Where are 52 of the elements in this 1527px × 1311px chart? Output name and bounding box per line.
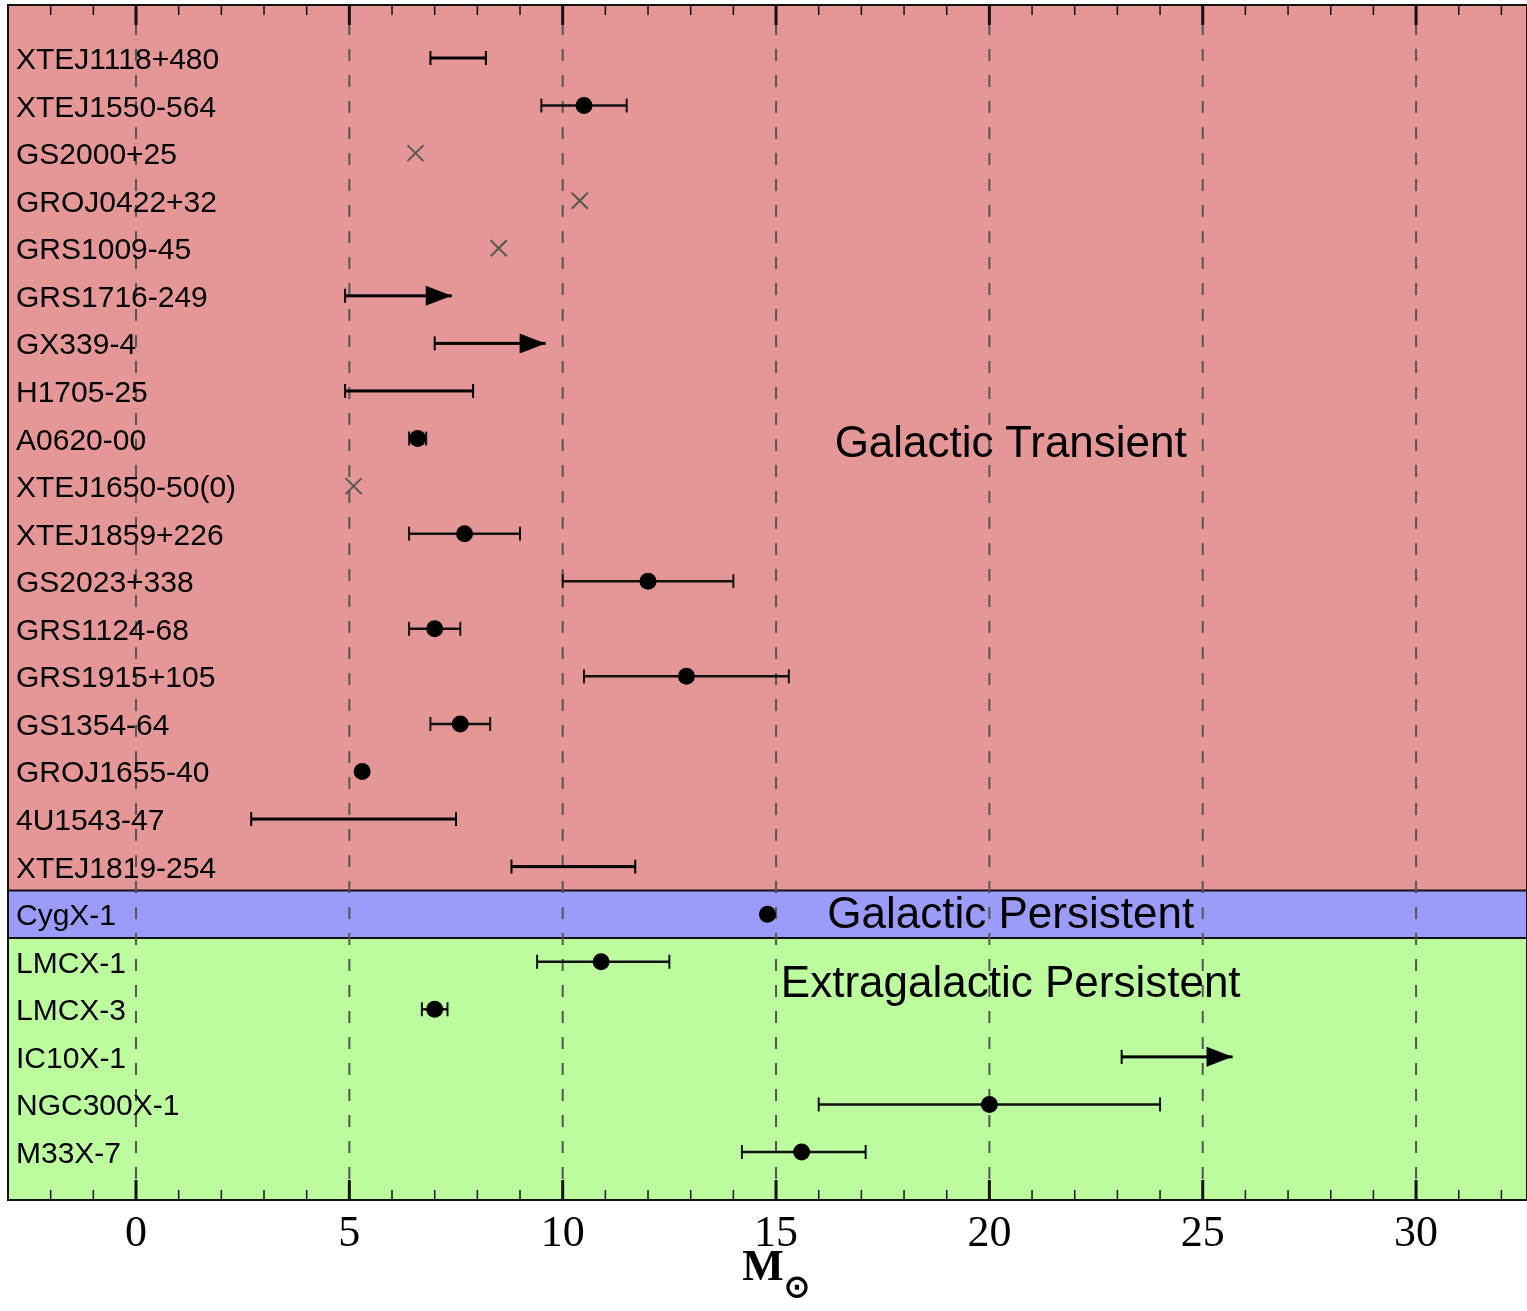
y-tick-label: GS2023+338	[16, 565, 194, 599]
point	[592, 953, 610, 971]
y-tick-label: XTEJ1859+226	[16, 517, 224, 551]
band-label: Extragalactic Persistent	[780, 957, 1241, 1007]
y-tick-label: H1705-25	[16, 374, 148, 408]
y-tick-label: XTEJ1118+480	[16, 42, 220, 75]
x-tick-label: 30	[1394, 1207, 1439, 1256]
y-tick-label: GX339-4	[16, 327, 137, 361]
point	[353, 762, 371, 780]
x-tick-label: 0	[125, 1207, 148, 1256]
y-tick-label: A0620-00	[16, 422, 147, 456]
point	[677, 667, 695, 685]
y-tick-label: LMCX-3	[16, 993, 127, 1027]
point	[344, 477, 363, 496]
y-tick-label: NGC300X-1	[16, 1088, 180, 1122]
y-tick-label: GRS1915+105	[16, 660, 216, 694]
y-tick-label: GRS1124-68	[16, 612, 189, 646]
x-tick-label: 25	[1180, 1207, 1225, 1256]
point	[451, 715, 469, 733]
y-tick-label: GS1354-64	[16, 707, 170, 741]
bar	[251, 817, 457, 821]
x-tick-label: 10	[540, 1207, 585, 1256]
y-tick-label: GRS1716-249	[16, 279, 208, 313]
y-tick-label: GROJ0422+32	[16, 184, 217, 218]
point	[570, 191, 589, 210]
x-tick-label: 20	[967, 1207, 1012, 1256]
point	[980, 1095, 998, 1113]
y-tick-label: M33X-7	[16, 1136, 122, 1169]
point	[575, 97, 593, 115]
y-tick-label: 4U1543-47	[16, 803, 165, 837]
y-tick-label: GS2000+25	[16, 137, 177, 171]
point	[489, 239, 508, 258]
y-tick-label: CygX-1	[16, 898, 117, 932]
point	[639, 572, 657, 590]
y-tick-label: XTEJ1650-50(0)	[16, 470, 237, 504]
point	[406, 144, 425, 163]
bar	[511, 865, 636, 869]
point	[793, 1143, 811, 1161]
y-tick-label: LMCX-1	[16, 945, 127, 979]
band-label: Galactic Transient	[834, 416, 1187, 466]
y-tick-label: GROJ1655-40	[16, 755, 210, 789]
y-tick-label: XTEJ1819-254	[16, 850, 217, 884]
point	[426, 620, 444, 638]
point	[426, 1000, 444, 1018]
point	[759, 905, 776, 923]
x-tick-label: 5	[338, 1207, 361, 1256]
bar	[345, 389, 474, 393]
point	[456, 525, 474, 543]
y-tick-label: GRS1009-45	[16, 232, 192, 266]
band-label: Galactic Persistent	[827, 888, 1195, 938]
y-tick-label: IC10X-1	[16, 1040, 127, 1074]
y-tick-label: XTEJ1550-564	[16, 89, 217, 123]
